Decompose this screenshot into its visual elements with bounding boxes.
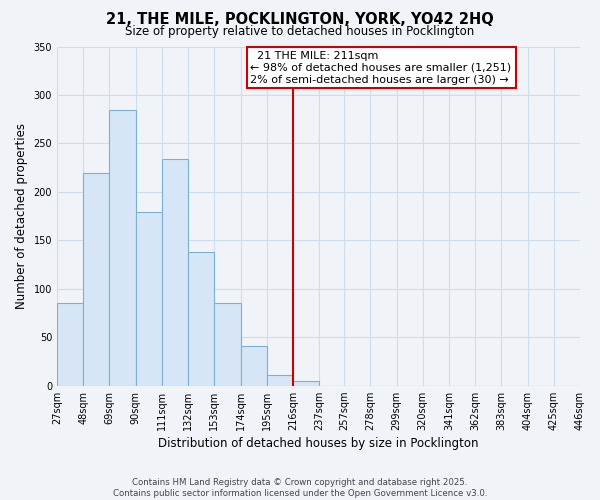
Bar [109, 110, 136, 386]
Bar [267, 375, 293, 386]
X-axis label: Distribution of detached houses by size in Pocklington: Distribution of detached houses by size … [158, 437, 479, 450]
Text: 21, THE MILE, POCKLINGTON, YORK, YO42 2HQ: 21, THE MILE, POCKLINGTON, YORK, YO42 2H… [106, 12, 494, 28]
Bar [214, 304, 241, 386]
Text: 21 THE MILE: 211sqm  
← 98% of detached houses are smaller (1,251)
2% of semi-de: 21 THE MILE: 211sqm ← 98% of detached ho… [250, 52, 512, 84]
Bar [57, 304, 83, 386]
Text: Contains HM Land Registry data © Crown copyright and database right 2025.
Contai: Contains HM Land Registry data © Crown c… [113, 478, 487, 498]
Bar [188, 252, 214, 386]
Bar [241, 346, 267, 386]
Bar [83, 174, 109, 386]
Y-axis label: Number of detached properties: Number of detached properties [15, 123, 28, 309]
Text: Size of property relative to detached houses in Pocklington: Size of property relative to detached ho… [125, 25, 475, 38]
Bar [293, 381, 319, 386]
Bar [162, 159, 188, 386]
Bar [136, 212, 162, 386]
